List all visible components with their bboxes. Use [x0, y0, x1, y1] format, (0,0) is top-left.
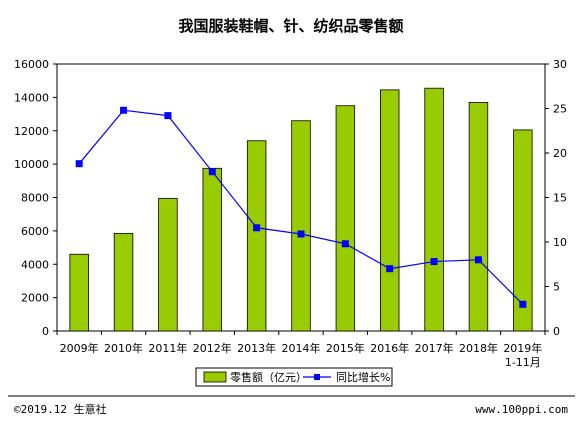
bar [513, 129, 533, 332]
y-right-tick-label: 25 [553, 103, 567, 116]
x-tick-label: 2013年 [237, 341, 276, 355]
bar [69, 253, 89, 332]
y-left-tick-label: 8000 [21, 192, 49, 205]
growth-point [253, 224, 261, 232]
x-tick-label: 2014年 [282, 341, 321, 355]
growth-point [75, 160, 83, 168]
growth-point [474, 256, 482, 264]
footer-copyright: ©2019.12 生意社 [14, 402, 107, 416]
x-tick-label: 2012年 [193, 341, 232, 355]
bar [335, 105, 356, 332]
legend-line-marker [314, 374, 320, 380]
x-tick-label: 2018年 [459, 341, 498, 355]
y-right-tick-label: 30 [553, 58, 567, 71]
y-right-tick-label: 10 [553, 236, 567, 249]
y-left-tick-label: 16000 [14, 58, 49, 71]
bar [291, 120, 311, 332]
bar [158, 197, 178, 332]
growth-point [120, 106, 128, 114]
x-tick-label: 2017年 [415, 341, 454, 355]
x-tick-label: 2015年 [326, 341, 365, 355]
y-right-tick-label: 15 [553, 192, 567, 205]
growth-point [519, 300, 527, 308]
y-left-tick-label: 2000 [21, 292, 49, 305]
y-left-tick-label: 12000 [14, 125, 49, 138]
y-left-tick-label: 4000 [21, 258, 49, 271]
footer-website: www.100ppi.com [475, 403, 568, 416]
x-tick-sublabel: 1-11月 [505, 356, 541, 369]
bar [246, 140, 267, 332]
legend-bar-label: 零售额（亿元） [230, 370, 307, 384]
x-tick-label: 2019年 [503, 341, 542, 355]
bar [468, 101, 489, 332]
growth-point [297, 230, 305, 238]
growth-point [208, 168, 216, 176]
chart-title: 我国服装鞋帽、针、纺织品零售额 [178, 17, 403, 35]
growth-point [386, 265, 394, 273]
legend-bar-swatch [203, 371, 227, 383]
bar [424, 87, 444, 332]
x-tick-label: 2011年 [148, 341, 187, 355]
y-left-tick-label: 0 [42, 325, 49, 338]
bar [113, 232, 134, 332]
x-tick-label: 2010年 [104, 341, 143, 355]
bar [380, 89, 400, 332]
y-left-tick-label: 6000 [21, 225, 49, 238]
legend: 零售额（亿元） 同比增长% [195, 367, 393, 387]
y-left-tick-label: 14000 [14, 91, 49, 104]
growth-point [341, 240, 349, 248]
x-tick-label: 2009年 [60, 341, 99, 355]
growth-point [164, 112, 172, 120]
bar [202, 167, 222, 332]
y-right-tick-label: 5 [553, 281, 560, 294]
y-left-tick-label: 10000 [14, 158, 49, 171]
y-right-tick-label: 20 [553, 147, 567, 160]
legend-line-label: 同比增长% [336, 370, 390, 384]
y-right-tick-label: 0 [553, 325, 560, 338]
growth-point [430, 258, 438, 266]
x-tick-label: 2016年 [370, 341, 409, 355]
